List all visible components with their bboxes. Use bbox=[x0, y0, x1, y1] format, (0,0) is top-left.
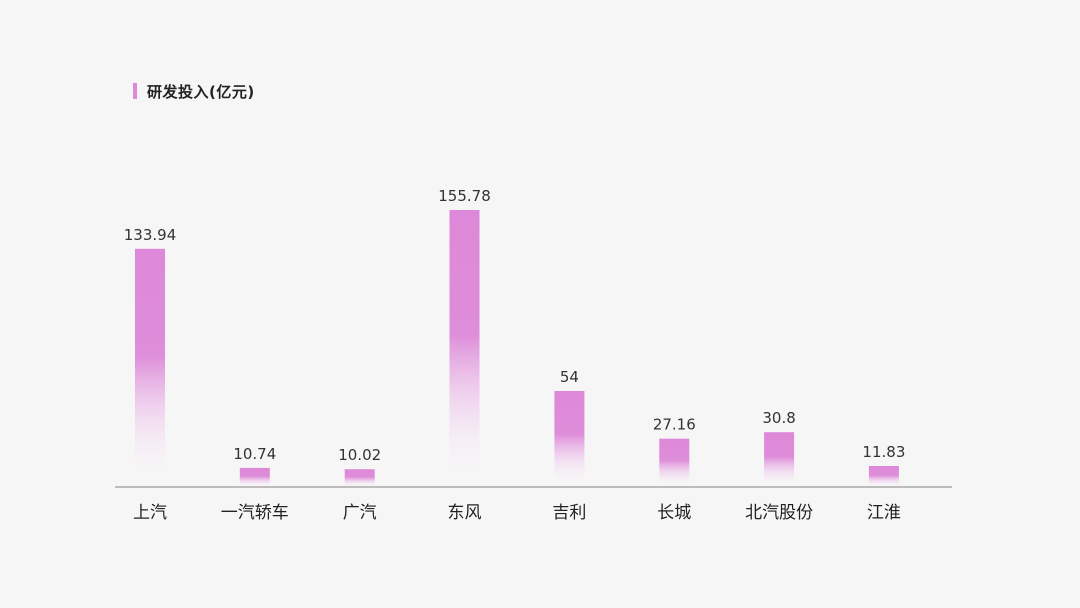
bars-layer bbox=[135, 210, 899, 487]
x-tick-label: 吉利 bbox=[552, 503, 586, 523]
data-label: 155.78 bbox=[438, 187, 491, 205]
data-label: 133.94 bbox=[124, 226, 177, 244]
bar bbox=[764, 432, 795, 487]
labels-layer: 133.94 上汽 10.74 一汽轿车 10.02 广汽 155.78 东风 54 吉利 27.1… bbox=[124, 187, 906, 523]
data-label: 27.16 bbox=[653, 416, 696, 434]
data-label: 54 bbox=[560, 368, 579, 386]
bar bbox=[239, 467, 270, 487]
x-tick-label: 上汽 bbox=[133, 503, 167, 523]
data-label: 30.8 bbox=[762, 409, 795, 427]
x-tick-label: 江淮 bbox=[867, 503, 901, 523]
bar bbox=[344, 469, 375, 487]
x-tick-label: 一汽轿车 bbox=[221, 503, 289, 523]
legend-label: 研发投入(亿元) bbox=[147, 82, 255, 101]
x-tick-label: 东风 bbox=[448, 503, 482, 523]
x-tick-label: 北汽股份 bbox=[745, 503, 813, 523]
data-label: 10.02 bbox=[338, 446, 381, 464]
x-tick-label: 长城 bbox=[657, 503, 691, 523]
x-tick-label: 广汽 bbox=[343, 503, 377, 523]
data-label: 10.74 bbox=[233, 445, 276, 463]
legend-swatch bbox=[133, 83, 137, 99]
data-label: 11.83 bbox=[862, 443, 905, 461]
bar bbox=[135, 248, 165, 487]
bar bbox=[449, 210, 480, 487]
bar bbox=[868, 466, 899, 487]
bar bbox=[659, 438, 690, 487]
legend: 研发投入(亿元) bbox=[133, 80, 255, 102]
bar bbox=[554, 391, 585, 487]
